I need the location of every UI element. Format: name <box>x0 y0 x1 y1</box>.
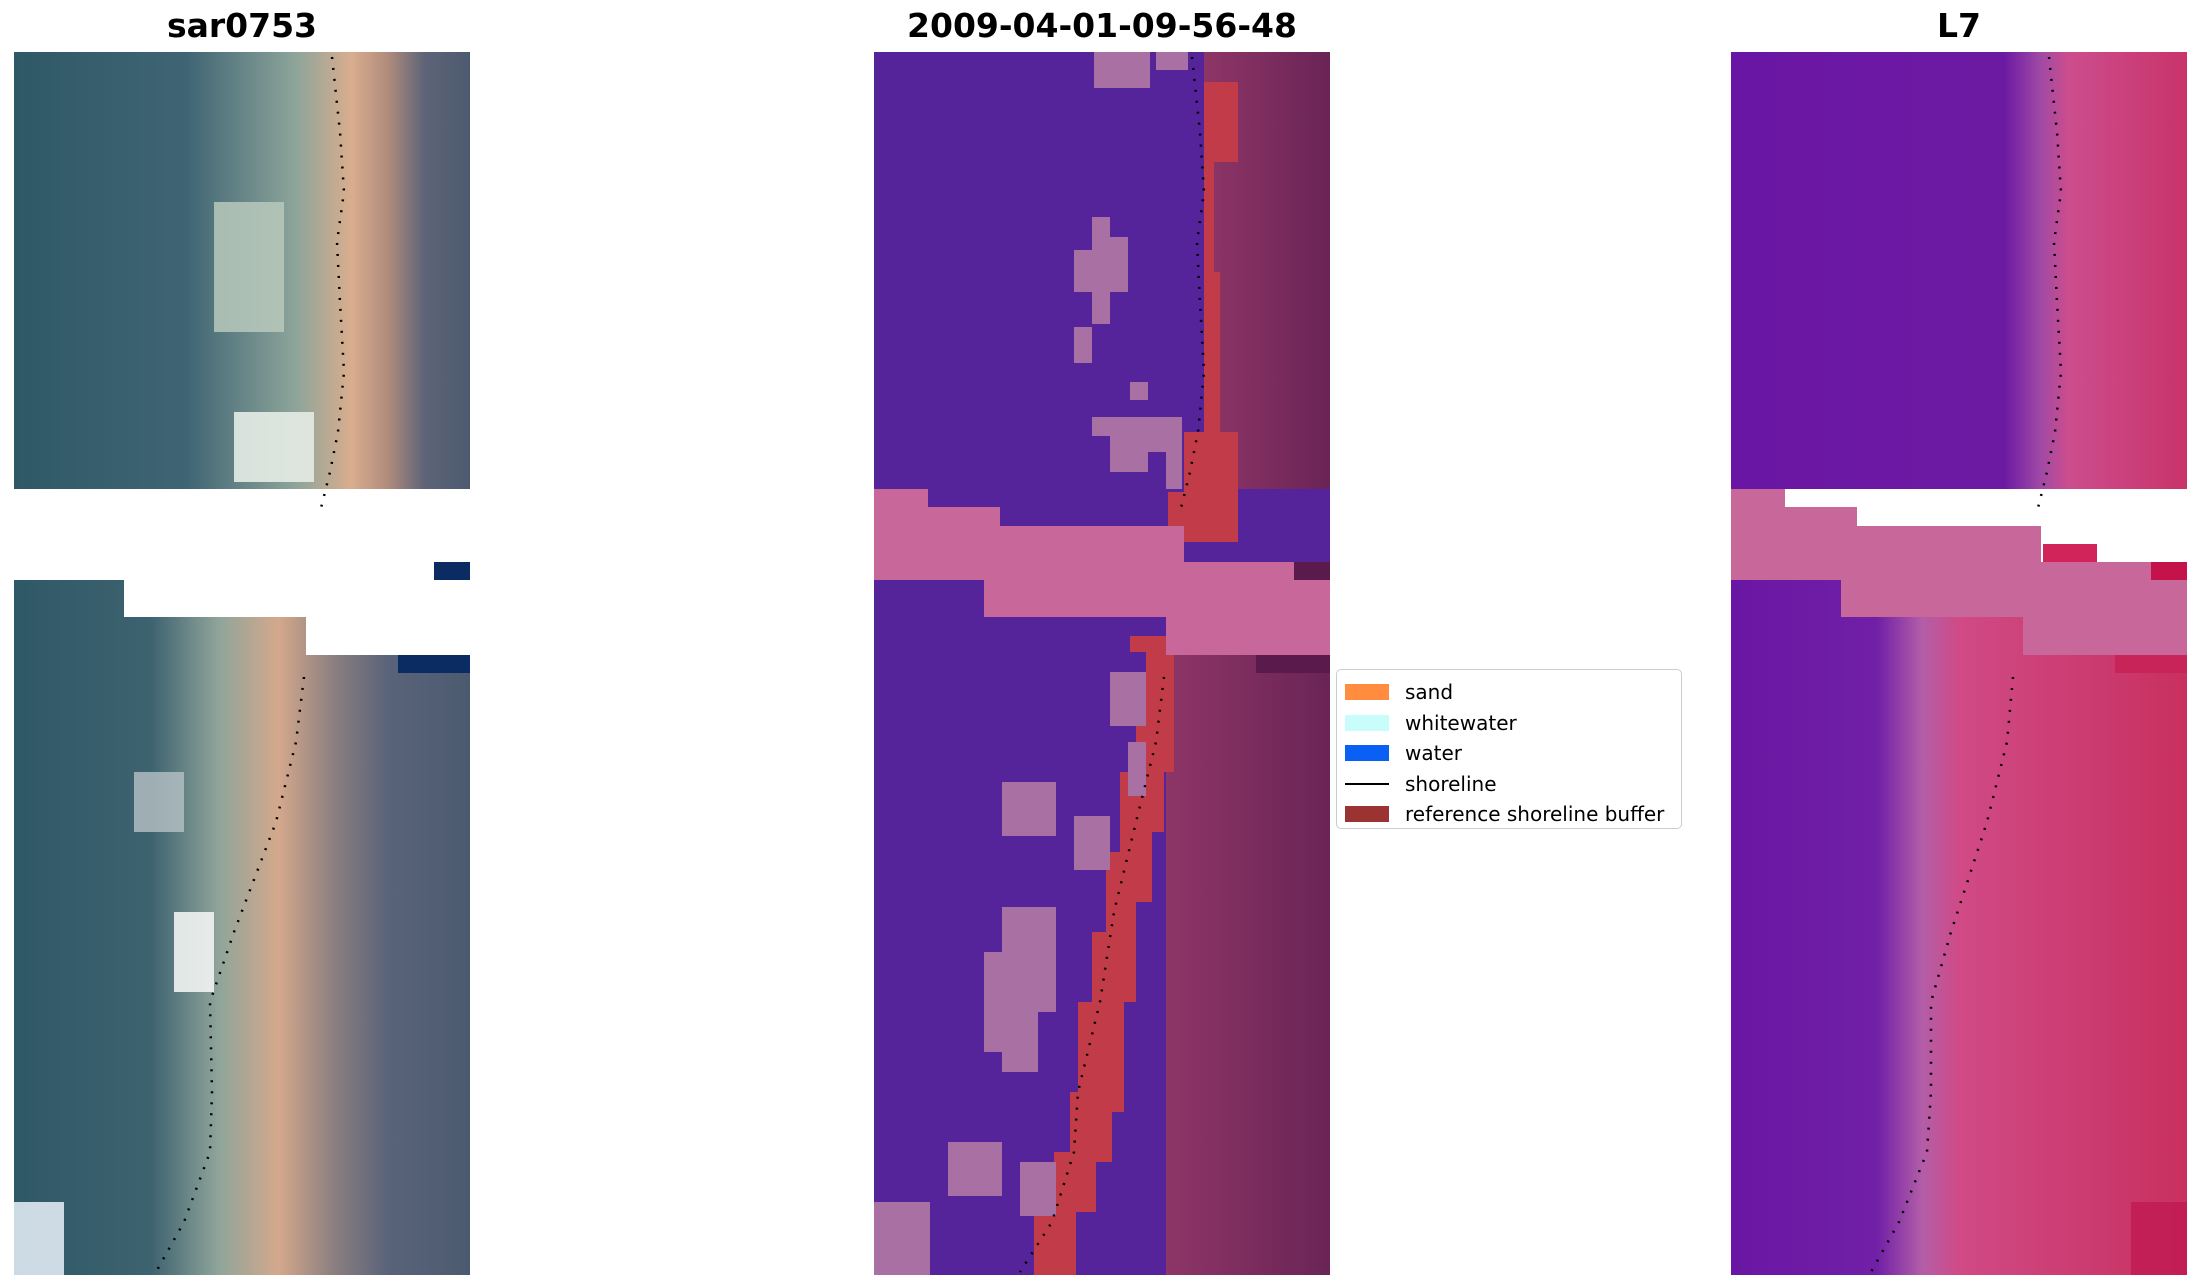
legend-label: water <box>1405 741 1462 766</box>
rgb-whitewater-patch <box>174 912 214 992</box>
class-noise-patch <box>984 907 1056 1072</box>
panel-title-classification: 2009-04-01-09-56-48 <box>907 6 1297 45</box>
legend-item-reference-buffer: reference shoreline buffer <box>1345 799 1673 830</box>
rgb-whitewater-patch <box>214 202 284 332</box>
index-upper-area <box>1731 52 2187 489</box>
index-bright-pixel <box>2151 562 2187 580</box>
legend-swatch-whitewater <box>1345 714 1389 731</box>
class-noise-patch <box>1074 327 1092 363</box>
rgb-lower-area <box>14 580 470 1275</box>
legend-label: shoreline <box>1405 771 1497 796</box>
index-bright-pixel <box>2043 544 2097 562</box>
class-noise-patch <box>1074 816 1110 870</box>
classification-panel <box>874 52 1330 1275</box>
legend-swatch-sand <box>1345 684 1389 701</box>
legend-line-shoreline <box>1345 782 1389 785</box>
legend-swatch-reference-buffer <box>1345 806 1389 823</box>
index-nodata-band <box>1731 489 2187 655</box>
legend-label: reference shoreline buffer <box>1405 802 1665 827</box>
index-lower-area <box>1731 580 2187 1275</box>
rgb-whitewater-patch <box>134 772 184 832</box>
legend-item-sand: sand <box>1345 677 1673 708</box>
rgb-whitewater-patch <box>234 412 314 482</box>
class-dark-pixel <box>1256 655 1330 673</box>
class-noise-patch <box>948 1142 1002 1196</box>
legend-item-water: water <box>1345 738 1673 769</box>
rgb-dark-pixel <box>398 655 470 673</box>
class-land-area <box>1166 617 1330 1275</box>
class-dark-pixel <box>1294 562 1330 580</box>
legend-item-whitewater: whitewater <box>1345 708 1673 739</box>
class-noise-patch <box>1002 782 1056 836</box>
class-noise-patch <box>1110 436 1148 472</box>
panel-title-index: L7 <box>1937 6 1981 45</box>
rgb-shoreline <box>154 676 306 1273</box>
class-noise-patch <box>1092 417 1182 489</box>
index-bright-pixel <box>2131 1202 2187 1275</box>
class-noise-patch <box>1020 1162 1056 1216</box>
class-noise-patch <box>1094 52 1150 88</box>
rgb-dark-pixel <box>434 562 470 580</box>
class-noise-patch <box>1130 382 1148 400</box>
legend: sand whitewater water shoreline referenc… <box>1336 669 1682 829</box>
rgb-whitewater-patch <box>14 1202 64 1275</box>
class-shoreline <box>1018 676 1166 1273</box>
legend-swatch-water <box>1345 745 1389 762</box>
class-noise-patch <box>1128 742 1146 796</box>
index-image-panel <box>1731 52 2187 1275</box>
rgb-image-panel <box>14 52 470 1275</box>
class-noise-patch <box>1156 52 1188 70</box>
rgb-nodata-gap <box>14 489 470 655</box>
class-noise-patch <box>1110 672 1146 726</box>
legend-label: whitewater <box>1405 710 1517 735</box>
class-noise-patch <box>1074 217 1128 324</box>
legend-label: sand <box>1405 680 1454 705</box>
panel-title-rgb: sar0753 <box>166 6 318 45</box>
class-nodata-band <box>874 489 1330 655</box>
class-noise-patch <box>874 1202 930 1275</box>
index-bright-pixel <box>2115 655 2187 673</box>
legend-item-shoreline: shoreline <box>1345 769 1673 800</box>
class-reference-buffer <box>1168 82 1238 542</box>
